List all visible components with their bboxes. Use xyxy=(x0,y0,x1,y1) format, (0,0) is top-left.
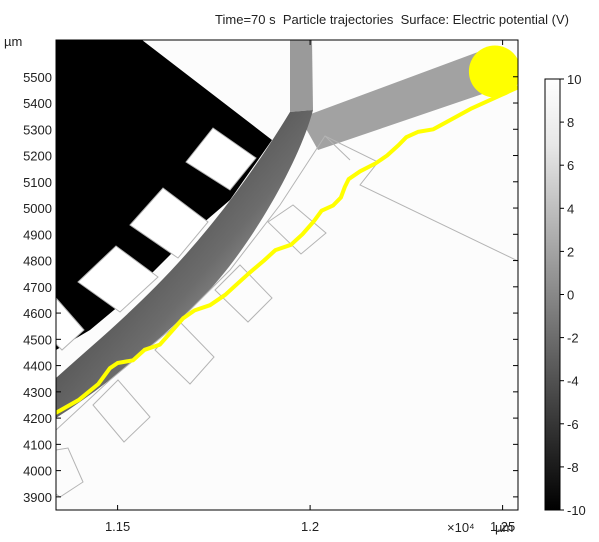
y-tick-label: 5400 xyxy=(23,96,52,111)
x-axis-multiplier: ×10⁴ xyxy=(447,520,475,535)
y-tick-label: 4500 xyxy=(23,332,52,347)
particle-trajectory xyxy=(56,85,518,415)
y-tick-label: 3900 xyxy=(23,490,52,505)
colorbar-ticks: 10 8 6 4 2 0 -2 -4 -6 -8 -10 xyxy=(560,72,586,518)
y-tick-label: 5300 xyxy=(23,122,52,137)
y-tick-label: 4100 xyxy=(23,437,52,452)
y-tick-label: 5200 xyxy=(23,149,52,164)
vertical-inlet-channel xyxy=(290,40,313,112)
y-tick-label: 4800 xyxy=(23,254,52,269)
colorbar-gradient xyxy=(544,78,561,511)
colorbar-tick-label: 6 xyxy=(567,158,574,173)
colorbar-tick-label: -10 xyxy=(567,503,586,518)
y-axis-unit: µm xyxy=(4,34,22,49)
y-tick-label: 4600 xyxy=(23,306,52,321)
electrode-pocket xyxy=(77,245,159,313)
title-time: Time=70 s xyxy=(215,12,276,27)
y-tick-label: 5100 xyxy=(23,175,52,190)
electrode-pocket xyxy=(185,127,257,191)
x-axis: 1.15 1.2 1.25 xyxy=(105,40,515,534)
y-axis: 3900 4000 4100 4200 4300 4400 4500 4600 4700 4800… xyxy=(23,70,518,505)
y-tick-label: 4200 xyxy=(23,411,52,426)
y-tick-label: 4300 xyxy=(23,385,52,400)
colorbar-tick-label: 0 xyxy=(567,288,574,303)
colorbar-tick-label: -4 xyxy=(567,374,579,389)
x-tick-label: 1.2 xyxy=(301,519,319,534)
colorbar: 10 8 6 4 2 0 -2 -4 -6 -8 -10 xyxy=(544,72,586,518)
electrode-pocket xyxy=(129,187,209,259)
particle-marker xyxy=(468,45,518,98)
plot-frame xyxy=(55,39,519,511)
x-tick-label: 1.25 xyxy=(490,519,515,534)
colorbar-tick-label: -6 xyxy=(567,417,579,432)
colorbar-tick-label: 10 xyxy=(567,72,581,87)
colorbar-tick-label: 2 xyxy=(567,244,574,259)
y-tick-label: 5500 xyxy=(23,70,52,85)
y-tick-label: 4900 xyxy=(23,227,52,242)
y-tick-label: 4400 xyxy=(23,359,52,374)
x-axis-unit: µm xyxy=(495,520,513,535)
y-tick-label: 4000 xyxy=(23,464,52,479)
outlet-channel xyxy=(300,52,500,150)
main-channel xyxy=(56,110,313,418)
colorbar-tick-label: 8 xyxy=(567,115,574,130)
x-tick-label: 1.15 xyxy=(105,519,130,534)
electrode-pocket xyxy=(56,297,85,351)
title-trajectories: Particle trajectories xyxy=(282,12,394,27)
plot-title: Time=70 s Particle trajectories Surface:… xyxy=(0,12,569,27)
colorbar-tick-label: -2 xyxy=(567,331,579,346)
colorbar-tick-label: 4 xyxy=(567,201,574,216)
y-tick-label: 5000 xyxy=(23,201,52,216)
colorbar-tick-label: -8 xyxy=(567,460,579,475)
title-surface: Surface: Electric potential (V) xyxy=(400,12,569,27)
y-tick-label: 4700 xyxy=(23,280,52,295)
plot-area xyxy=(56,40,518,510)
